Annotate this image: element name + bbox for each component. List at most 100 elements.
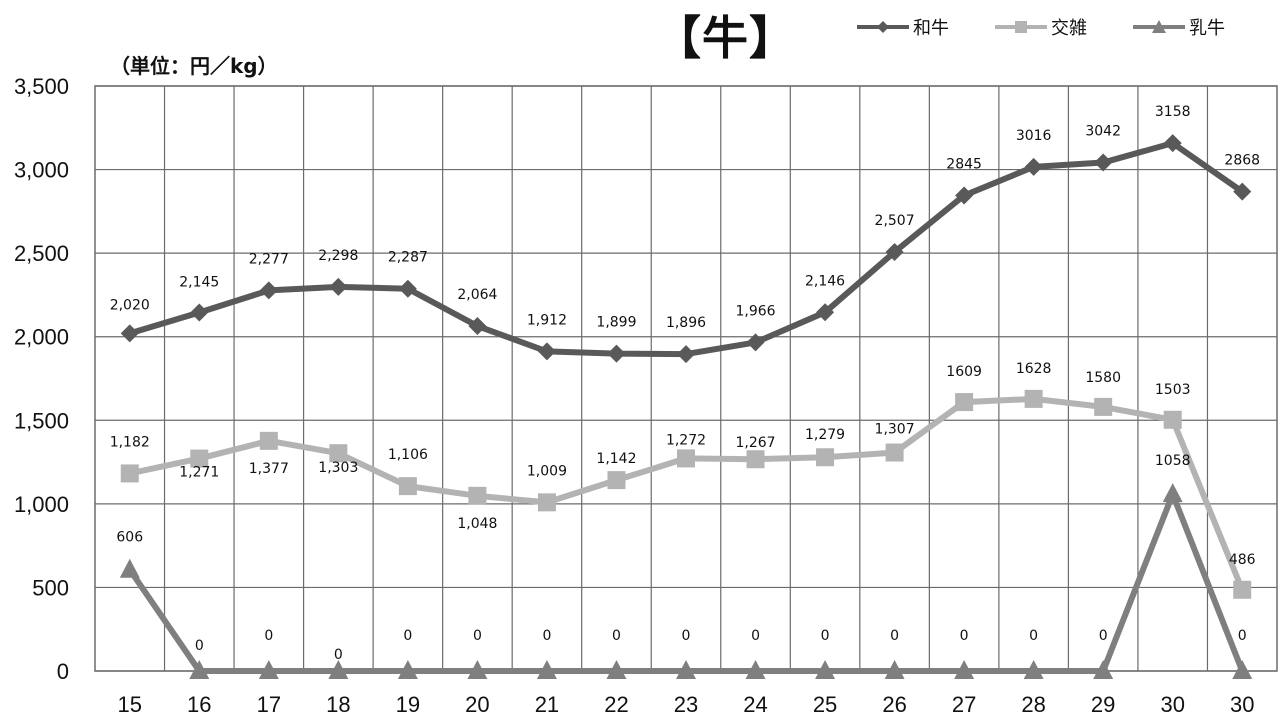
x-tick-label: 26 [882, 692, 906, 717]
data-point-triangle [1093, 660, 1114, 679]
data-point-triangle [189, 660, 210, 679]
x-tick-label: 30 [1160, 692, 1184, 717]
y-tick-label: 1,000 [14, 492, 69, 517]
data-point-diamond [1024, 157, 1043, 176]
data-point-square [120, 464, 139, 483]
legend-item-wagyu: 和牛 [855, 14, 949, 40]
data-label: 1,271 [179, 465, 219, 481]
data-point-triangle [328, 660, 349, 679]
data-label: 2,298 [318, 248, 358, 264]
data-label: 1,899 [596, 315, 636, 331]
data-point-square [1024, 389, 1043, 408]
data-point-triangle [954, 660, 975, 679]
data-point-triangle [397, 660, 418, 679]
y-tick-label: 3,500 [14, 74, 69, 99]
data-point-diamond [955, 186, 974, 205]
data-label: 1058 [1155, 453, 1191, 469]
data-label: 1628 [1016, 361, 1052, 377]
data-point-triangle [1023, 660, 1044, 679]
data-label: 0 [751, 628, 760, 644]
data-point-triangle [258, 660, 279, 679]
diamond-marker-icon [857, 21, 909, 33]
data-point-square [259, 431, 278, 450]
data-label: 1,966 [735, 303, 775, 319]
data-point-diamond [329, 277, 348, 296]
data-label: 3158 [1155, 104, 1191, 120]
x-tick-label: 30 [1230, 692, 1254, 717]
square-marker-icon [995, 21, 1047, 33]
data-label: 2845 [946, 156, 982, 172]
y-tick-label: 3,000 [14, 158, 69, 183]
data-label: 1,267 [735, 435, 775, 451]
data-point-square [537, 493, 556, 512]
data-label: 0 [195, 638, 204, 654]
x-tick-label: 28 [1021, 692, 1045, 717]
data-label: 0 [821, 628, 830, 644]
x-tick-label: 27 [952, 692, 976, 717]
data-point-diamond [1163, 134, 1182, 153]
data-label: 0 [890, 628, 899, 644]
data-point-triangle [536, 660, 557, 679]
data-point-square [190, 449, 209, 468]
data-label: 486 [1229, 552, 1256, 568]
y-tick-label: 500 [32, 575, 69, 600]
data-label: 1580 [1085, 370, 1121, 386]
data-point-square [746, 450, 765, 469]
data-label: 1,896 [666, 315, 706, 331]
x-tick-label: 29 [1091, 692, 1115, 717]
data-point-square [607, 471, 626, 490]
data-label: 2,146 [805, 273, 845, 289]
x-tick-label: 16 [187, 692, 211, 717]
data-label: 3042 [1085, 124, 1121, 140]
data-point-square [1233, 580, 1252, 599]
data-point-diamond [120, 324, 139, 343]
data-point-diamond [537, 342, 556, 361]
data-label: 2868 [1224, 153, 1260, 169]
legend-label-nyugyu: 乳牛 [1189, 18, 1225, 39]
data-label: 2,020 [110, 297, 150, 313]
data-label: 1503 [1155, 382, 1191, 398]
data-point-square [468, 486, 487, 505]
data-label: 2,145 [179, 274, 219, 290]
x-tick-label: 17 [257, 692, 281, 717]
data-label: 0 [682, 628, 691, 644]
data-point-triangle [1162, 483, 1183, 503]
data-point-diamond [816, 303, 835, 322]
data-label: 1,272 [666, 432, 706, 448]
data-point-triangle [745, 660, 766, 679]
data-label: 1,009 [527, 463, 567, 479]
y-tick-label: 1,500 [14, 408, 69, 433]
data-label: 0 [403, 628, 412, 644]
series-line-3 [127, 491, 1246, 674]
data-label: 0 [473, 628, 482, 644]
data-label: 1,182 [110, 434, 150, 450]
data-point-triangle [815, 660, 836, 679]
data-point-diamond [607, 344, 626, 363]
x-tick-label: 18 [326, 692, 350, 717]
data-point-triangle [884, 660, 905, 679]
data-label: 1609 [946, 364, 982, 380]
x-tick-label: 15 [118, 692, 142, 717]
data-label: 3016 [1016, 128, 1052, 144]
data-point-square [816, 448, 835, 467]
legend-label-wagyu: 和牛 [913, 18, 949, 39]
data-label: 0 [334, 647, 343, 663]
data-point-square [1094, 397, 1113, 416]
data-point-square [677, 449, 695, 468]
data-label: 2,507 [875, 213, 915, 229]
legend: 和牛 交雑 乳牛 [855, 14, 1225, 40]
data-point-square [885, 443, 904, 462]
y-tick-label: 0 [57, 659, 69, 684]
data-point-square [1163, 410, 1182, 429]
data-label: 0 [264, 628, 273, 644]
data-label: 0 [1238, 628, 1247, 644]
data-point-diamond [398, 279, 417, 298]
y-tick-label: 2,500 [14, 241, 69, 266]
data-point-diamond [190, 303, 209, 322]
y-tick-label: 2,000 [14, 325, 69, 350]
x-tick-label: 25 [813, 692, 837, 717]
data-label: 2,064 [457, 287, 497, 303]
x-tick-label: 24 [743, 692, 767, 717]
data-point-triangle [467, 660, 488, 679]
